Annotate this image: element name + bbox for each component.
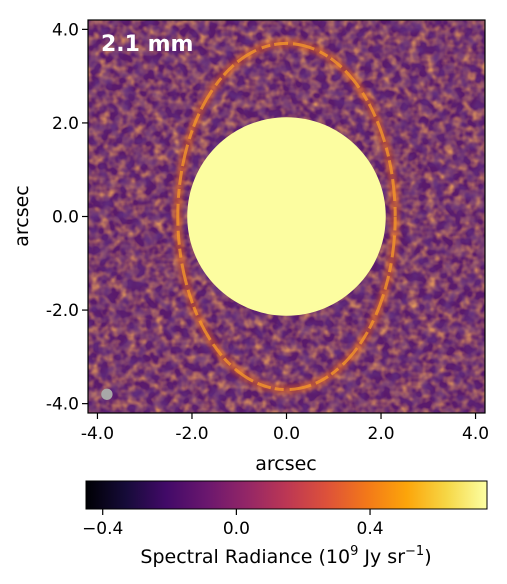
colorbar-ticks: −0.4 0.0 0.4	[82, 509, 384, 539]
y-axis-label: arcsec	[11, 185, 33, 247]
colorbar	[85, 480, 488, 510]
colorbar-tick-label: −0.4	[82, 519, 123, 539]
x-tick-label: 4.0	[462, 424, 489, 444]
image-panel	[88, 20, 485, 413]
y-tick-label: -4.0	[46, 395, 79, 415]
y-tick-label: 2.0	[52, 114, 79, 134]
ring-core	[176, 41, 397, 392]
x-tick-label: -2.0	[175, 424, 208, 444]
colorbar-tick-label: 0.4	[357, 519, 384, 539]
x-tick-label: 2.0	[368, 424, 395, 444]
colorbar-label-mid: Jy sr	[358, 546, 405, 568]
colorbar-label-end: )	[424, 546, 431, 568]
y-tick-label: 0.0	[52, 208, 79, 228]
colorbar-label: Spectral Radiance (109 Jy sr−1)	[140, 544, 431, 568]
colorbar-label-exp2: −1	[405, 544, 424, 559]
beam-ellipse	[101, 388, 113, 400]
x-axis-ticks: -4.0 -2.0 0.0 2.0 4.0	[81, 413, 489, 444]
panel-label: 2.1 mm	[101, 32, 193, 57]
x-tick-label: -4.0	[81, 424, 114, 444]
y-tick-label: -2.0	[46, 301, 79, 321]
central-mask-disk	[187, 117, 386, 316]
colorbar-label-exp1: 9	[350, 544, 358, 559]
colorbar-tick-label: 0.0	[223, 519, 250, 539]
colorbar-label-main: Spectral Radiance (10	[140, 546, 350, 568]
y-tick-label: 4.0	[52, 20, 79, 40]
x-tick-label: 0.0	[273, 424, 300, 444]
x-axis-label: arcsec	[255, 453, 317, 475]
y-axis-ticks: -4.0 -2.0 0.0 2.0 4.0	[46, 20, 88, 415]
